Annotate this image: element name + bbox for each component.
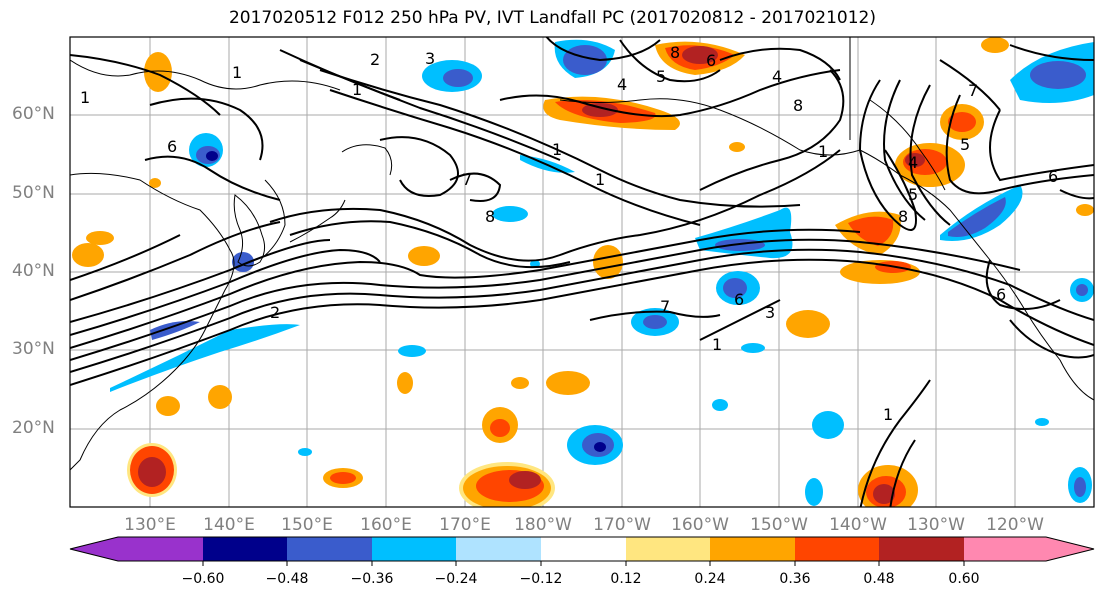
contour-label: 5	[960, 135, 970, 154]
contour-label: 1	[552, 140, 562, 159]
contour-label: 8	[485, 207, 495, 226]
colorbar-tick-label: 0.48	[863, 571, 895, 587]
colorbar-high-extension	[1046, 537, 1094, 561]
colorbar-tick-label: −0.12	[519, 571, 563, 587]
lon-label: 170°W	[593, 515, 651, 535]
map-title: 2017020512 F012 250 hPa PV, IVT Landfall…	[228, 8, 876, 28]
lon-label: 160°W	[671, 515, 729, 535]
pv-shading	[72, 37, 1094, 507]
lat-label: 40°N	[12, 261, 55, 281]
contour-label: 7	[462, 170, 472, 189]
colorbar-swatch	[287, 537, 372, 561]
contour-label: 6	[1048, 167, 1058, 186]
contour-label: 3	[765, 303, 775, 322]
lon-label: 180°W	[514, 515, 572, 535]
colorbar-swatch	[964, 537, 1046, 561]
contour-label: 6	[996, 285, 1006, 304]
lon-label: 130°W	[907, 515, 965, 535]
contour-label: 1	[818, 142, 828, 161]
colorbar-low-extension	[70, 537, 118, 561]
colorbar-tick-label: −0.48	[265, 571, 309, 587]
colorbar-swatch	[626, 537, 710, 561]
colorbar-tick-label: 0.12	[610, 571, 642, 587]
contour-label: 4	[617, 75, 627, 94]
contour-label: 2	[270, 303, 280, 322]
colorbar-swatch	[795, 537, 879, 561]
contour-label: 8	[670, 43, 680, 62]
contour-label: 5	[908, 185, 918, 204]
contour-labels: 3 2 1 1 1 6 7 8 4 5 8 6 4 8 1 6 4 1 1 6 …	[80, 43, 1058, 424]
contour-label: 7	[968, 81, 978, 100]
contour-label: 1	[232, 63, 242, 82]
contour-label: 3	[425, 49, 435, 68]
lon-label: 140°W	[829, 515, 887, 535]
contour-label: 6	[706, 51, 716, 70]
lon-label: 160°E	[360, 515, 412, 535]
contour-label: 8	[898, 207, 908, 226]
contour-label: 6	[167, 137, 177, 156]
lat-label: 20°N	[12, 418, 55, 438]
lon-label: 120°W	[986, 515, 1044, 535]
pv-contours	[70, 37, 1094, 507]
colorbar-swatch	[456, 537, 541, 561]
lat-label: 60°N	[12, 104, 55, 124]
colorbar-tick-label: −0.60	[181, 571, 225, 587]
map-frame	[69, 36, 1095, 508]
colorbar-outline	[69, 536, 1095, 562]
coastlines	[70, 37, 1094, 471]
colorbar	[69, 536, 1095, 566]
lon-label: 150°E	[281, 515, 333, 535]
contour-label: 6	[734, 290, 744, 309]
contour-label: 1	[712, 335, 722, 354]
lat-label: 30°N	[12, 339, 55, 359]
contour-label: 1	[352, 80, 362, 99]
contour-label: 1	[80, 88, 90, 107]
contour-label: 7	[660, 297, 670, 316]
contour-label: 4	[772, 67, 782, 86]
contour-label: 8	[793, 96, 803, 115]
colorbar-tick-label: 0.36	[779, 571, 811, 587]
colorbar-tick-label: −0.24	[434, 571, 478, 587]
lon-label: 130°E	[124, 515, 176, 535]
colorbar-tick-label: 0.60	[948, 571, 980, 587]
colorbar-swatch	[203, 537, 287, 561]
lat-label: 50°N	[12, 183, 55, 203]
lon-label: 170°E	[439, 515, 491, 535]
colorbar-swatch	[372, 537, 456, 561]
colorbar-swatch	[118, 537, 203, 561]
lon-label: 140°E	[203, 515, 255, 535]
contour-label: 5	[656, 67, 666, 86]
colorbar-swatch	[541, 537, 626, 561]
colorbar-swatch	[879, 537, 964, 561]
lon-label: 150°W	[750, 515, 808, 535]
colorbar-swatch	[710, 537, 795, 561]
colorbar-tick-label: 0.24	[694, 571, 726, 587]
contour-label: 1	[595, 170, 605, 189]
colorbar-tick-label: −0.36	[350, 571, 394, 587]
contour-label: 1	[883, 405, 893, 424]
contour-label: 4	[908, 153, 918, 172]
contour-label: 2	[370, 50, 380, 69]
